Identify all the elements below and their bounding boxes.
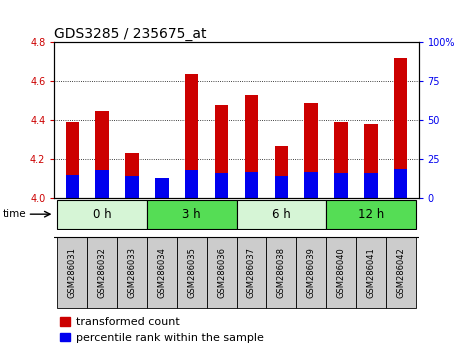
FancyBboxPatch shape bbox=[296, 237, 326, 308]
Text: GSM286039: GSM286039 bbox=[307, 247, 315, 298]
Bar bbox=[305, 172, 318, 198]
Bar bbox=[125, 153, 139, 198]
Text: GDS3285 / 235675_at: GDS3285 / 235675_at bbox=[54, 28, 207, 41]
Text: 6 h: 6 h bbox=[272, 208, 290, 221]
Bar bbox=[66, 175, 79, 198]
Text: GSM286032: GSM286032 bbox=[97, 247, 106, 298]
Bar bbox=[96, 110, 109, 198]
Bar bbox=[274, 176, 288, 198]
FancyBboxPatch shape bbox=[57, 200, 147, 229]
FancyBboxPatch shape bbox=[236, 237, 266, 308]
Text: 3 h: 3 h bbox=[183, 208, 201, 221]
Bar bbox=[305, 103, 318, 198]
Legend: transformed count, percentile rank within the sample: transformed count, percentile rank withi… bbox=[60, 317, 263, 343]
FancyBboxPatch shape bbox=[236, 200, 326, 229]
FancyBboxPatch shape bbox=[326, 237, 356, 308]
Text: GSM286038: GSM286038 bbox=[277, 247, 286, 298]
FancyBboxPatch shape bbox=[87, 237, 117, 308]
Text: GSM286040: GSM286040 bbox=[336, 247, 345, 298]
Bar bbox=[334, 122, 348, 198]
Bar bbox=[364, 124, 377, 198]
Text: GSM286041: GSM286041 bbox=[367, 247, 376, 298]
Bar bbox=[215, 173, 228, 198]
Bar bbox=[215, 105, 228, 198]
Text: 12 h: 12 h bbox=[358, 208, 384, 221]
Bar bbox=[125, 176, 139, 198]
Bar bbox=[96, 170, 109, 198]
Text: GSM286037: GSM286037 bbox=[247, 247, 256, 298]
Bar bbox=[274, 146, 288, 198]
FancyBboxPatch shape bbox=[147, 237, 177, 308]
FancyBboxPatch shape bbox=[57, 237, 87, 308]
Bar bbox=[155, 179, 168, 198]
Text: GSM286035: GSM286035 bbox=[187, 247, 196, 298]
FancyBboxPatch shape bbox=[356, 237, 386, 308]
Text: GSM286033: GSM286033 bbox=[128, 247, 137, 298]
FancyBboxPatch shape bbox=[207, 237, 236, 308]
Bar bbox=[334, 173, 348, 198]
FancyBboxPatch shape bbox=[117, 237, 147, 308]
Text: GSM286031: GSM286031 bbox=[68, 247, 77, 298]
FancyBboxPatch shape bbox=[147, 200, 236, 229]
Text: 0 h: 0 h bbox=[93, 208, 112, 221]
FancyBboxPatch shape bbox=[177, 237, 207, 308]
Bar bbox=[394, 58, 407, 198]
Bar bbox=[364, 173, 377, 198]
Text: GSM286034: GSM286034 bbox=[158, 247, 166, 298]
Bar bbox=[185, 74, 199, 198]
Bar bbox=[245, 172, 258, 198]
Bar bbox=[66, 122, 79, 198]
Bar bbox=[185, 170, 199, 198]
Text: GSM286042: GSM286042 bbox=[396, 247, 405, 298]
FancyBboxPatch shape bbox=[386, 237, 416, 308]
Bar bbox=[394, 169, 407, 198]
Bar bbox=[245, 95, 258, 198]
FancyBboxPatch shape bbox=[326, 200, 416, 229]
Bar bbox=[155, 178, 168, 198]
Text: time: time bbox=[2, 209, 26, 219]
Text: GSM286036: GSM286036 bbox=[217, 247, 226, 298]
FancyBboxPatch shape bbox=[266, 237, 296, 308]
